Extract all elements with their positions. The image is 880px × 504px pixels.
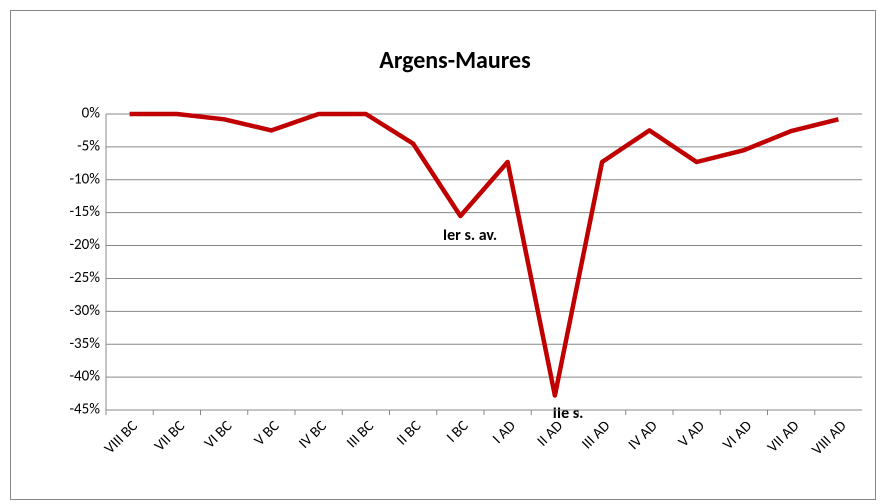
y-tick-label: -30% <box>69 302 100 320</box>
y-tick-label: 0% <box>82 105 101 123</box>
y-tick-label: -15% <box>69 203 100 221</box>
y-tick-label: -20% <box>69 236 100 254</box>
y-tick-label: -45% <box>69 401 100 419</box>
chart-title: Argens-Maures <box>379 46 530 75</box>
annotation: Ier s. av. <box>443 226 497 245</box>
y-tick-label: -35% <box>69 335 100 353</box>
y-tick-label: -5% <box>77 137 100 155</box>
data-line <box>129 111 839 398</box>
y-tick-label: -10% <box>69 170 100 188</box>
y-tick-label: -40% <box>69 368 100 386</box>
y-tick-label: -25% <box>69 269 100 287</box>
annotation: IIe s. <box>553 404 584 423</box>
chart-border <box>10 10 876 500</box>
